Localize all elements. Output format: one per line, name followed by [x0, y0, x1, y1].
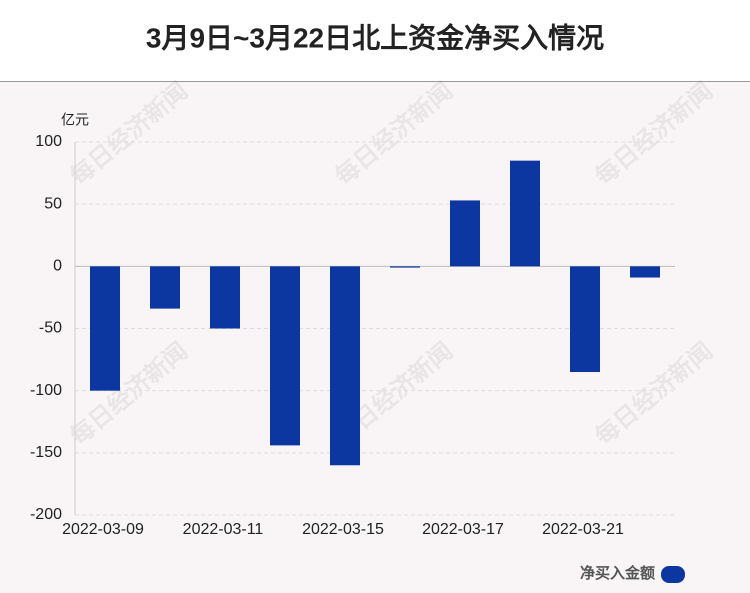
chart-title: 3月9日~3月22日北上资金净买入情况 — [146, 21, 604, 53]
title-band — [0, 0, 750, 81]
bar — [150, 266, 180, 309]
x-tick-label: 2022-03-21 — [542, 521, 624, 538]
bar — [90, 266, 120, 391]
x-tick-label: 2022-03-09 — [62, 521, 144, 538]
x-tick-label: 2022-03-15 — [302, 521, 384, 538]
y-tick-label: 50 — [44, 195, 62, 212]
y-tick-label: -150 — [30, 444, 62, 461]
y-tick-label: 100 — [35, 133, 62, 150]
y-tick-label: -100 — [30, 382, 62, 399]
x-tick-label: 2022-03-17 — [422, 521, 504, 538]
bar — [390, 266, 420, 268]
legend-swatch — [661, 566, 685, 583]
x-tick-label: 2022-03-11 — [183, 521, 264, 538]
bar — [330, 266, 360, 466]
bar — [270, 266, 300, 446]
y-tick-label: -50 — [39, 320, 62, 337]
bar — [450, 200, 480, 267]
y-axis-unit: 亿元 — [61, 112, 89, 128]
bar — [510, 160, 540, 267]
y-tick-label: -200 — [30, 506, 62, 523]
bar — [570, 266, 600, 373]
legend-label: 净买入金额 — [580, 564, 655, 582]
bar — [630, 266, 660, 278]
y-tick-label: 0 — [53, 258, 62, 275]
bar — [210, 266, 240, 329]
